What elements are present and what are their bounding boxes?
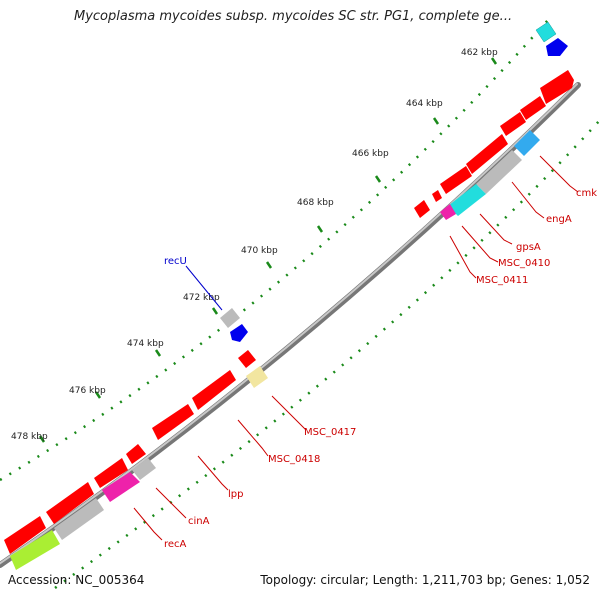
- feature-cmk[interactable]: [514, 130, 540, 156]
- leader-cmk: [539, 155, 579, 193]
- label-MSC_0411[interactable]: MSC_0411: [476, 275, 528, 286]
- feature-recU-gray[interactable]: [220, 308, 240, 328]
- feature-recU-blue[interactable]: [230, 324, 248, 342]
- leader-MSC_0417: [271, 395, 307, 431]
- feature-cds[interactable]: [540, 70, 574, 104]
- feature-blue-top[interactable]: [546, 38, 568, 56]
- label-recA[interactable]: recA: [164, 539, 187, 550]
- outer-tick-ring: [0, 19, 549, 482]
- feature-cds[interactable]: [126, 444, 146, 464]
- leader-lpp: [197, 455, 229, 491]
- label-cmk[interactable]: cmk: [576, 188, 597, 199]
- leader-gpsA: [479, 213, 513, 245]
- feature-MSC_0410[interactable]: [440, 204, 456, 220]
- feature-recA-gray[interactable]: [54, 498, 104, 540]
- leader-MSC_0411: [449, 235, 477, 279]
- map-title: Mycoplasma mycoides subsp. mycoides SC s…: [74, 9, 513, 24]
- feature-cds[interactable]: [500, 112, 526, 136]
- feature-cyan-top[interactable]: [535, 21, 557, 43]
- feature-cinA-gray[interactable]: [132, 458, 156, 480]
- feature-cds[interactable]: [238, 350, 256, 368]
- upper-gene-cluster: [414, 70, 574, 220]
- tick-label-470: 470 kbp: [241, 246, 278, 256]
- leader-recA: [133, 507, 163, 541]
- feature-cds[interactable]: [432, 190, 442, 202]
- feature-gpsA[interactable]: [448, 184, 486, 216]
- label-MSC_0410[interactable]: MSC_0410: [498, 258, 550, 269]
- label-recU[interactable]: recU: [164, 256, 187, 267]
- genome-summary: Topology: circular; Length: 1,211,703 bp…: [260, 573, 590, 587]
- major-ticks: [38, 57, 498, 443]
- tick-label-474: 474 kbp: [127, 339, 164, 349]
- feature-engA[interactable]: [476, 150, 522, 194]
- feature-cds[interactable]: [466, 134, 508, 174]
- feature-cds[interactable]: [520, 96, 546, 120]
- accession-text: Accession: NC_005364: [8, 573, 145, 587]
- leader-engA: [511, 181, 545, 219]
- tick-label-462: 462 kbp: [461, 48, 498, 58]
- feature-cds[interactable]: [440, 166, 472, 194]
- lower-gene-cluster: [4, 350, 268, 570]
- feature-MSC_0418[interactable]: [192, 370, 236, 410]
- feature-recA[interactable]: [10, 530, 60, 570]
- feature-MSC_0417[interactable]: [246, 366, 268, 388]
- leader-MSC_0410: [461, 225, 499, 263]
- label-MSC_0418[interactable]: MSC_0418: [268, 454, 320, 465]
- outer-features: [220, 21, 568, 342]
- leader-recU: [185, 265, 223, 311]
- label-MSC_0417[interactable]: MSC_0417: [304, 427, 356, 438]
- label-gpsA[interactable]: gpsA: [516, 242, 541, 253]
- label-cinA[interactable]: cinA: [188, 516, 210, 527]
- tick-label-478: 478 kbp: [11, 432, 48, 442]
- tick-label-464: 464 kbp: [406, 99, 443, 109]
- feature-cds[interactable]: [94, 458, 128, 488]
- feature-cds[interactable]: [46, 482, 94, 524]
- feature-cds[interactable]: [414, 200, 430, 218]
- feature-lpp[interactable]: [152, 404, 194, 440]
- tick-label-472: 472 kbp: [183, 293, 220, 303]
- leader-cinA: [155, 487, 187, 519]
- genome-backbone: [0, 82, 581, 568]
- label-engA[interactable]: engA: [546, 214, 572, 225]
- tick-label-466: 466 kbp: [352, 149, 389, 159]
- label-lpp[interactable]: lpp: [228, 489, 243, 500]
- leader-MSC_0418: [237, 419, 269, 457]
- tick-label-476: 476 kbp: [69, 386, 106, 396]
- feature-cinA[interactable]: [102, 472, 140, 502]
- feature-cds[interactable]: [4, 516, 46, 554]
- tick-label-468: 468 kbp: [297, 198, 334, 208]
